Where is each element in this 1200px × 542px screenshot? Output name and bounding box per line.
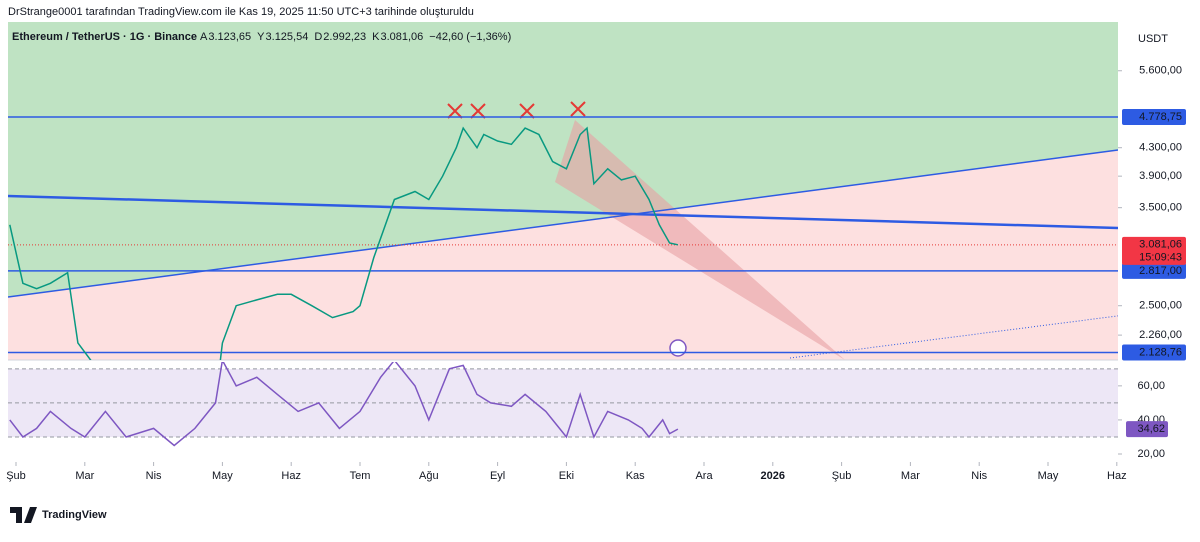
change: −42,60 (−1,36%) (429, 31, 511, 43)
x-marks (447, 101, 586, 119)
rsi-last-box (1126, 421, 1168, 438)
header-text: DrStrange0001 tarafından TradingView.com… (8, 6, 474, 18)
x-tick-label: Nis (146, 470, 162, 482)
wedge (555, 120, 845, 360)
ohlc-key: K (372, 31, 380, 43)
ohlc-value: 2.992,23 (323, 31, 366, 43)
ohlc-key: D (314, 31, 322, 43)
logo-text: TradingView (42, 509, 107, 521)
y-tick-label: 4.300,00 (1139, 142, 1182, 154)
y-tick-label: 3.500,00 (1139, 202, 1182, 214)
level-label: 4.778,75 (1139, 111, 1182, 123)
x-tick-label: May (1038, 470, 1059, 482)
x-tick-label: Mar (901, 470, 920, 482)
price-plot (8, 116, 1118, 360)
event-icon[interactable] (669, 339, 687, 357)
rsi-plot (8, 362, 1118, 447)
x-tick-label: Ağu (419, 470, 439, 482)
level-label: 2.817,00 (1139, 265, 1182, 277)
last-price-box (1122, 236, 1186, 265)
last-price-label: 3.081,06 (1139, 239, 1182, 251)
x-tick-label: Mar (75, 470, 94, 482)
y-tick-label: 2.500,00 (1139, 300, 1182, 312)
x-tick-label: Şub (6, 470, 26, 482)
ohlc-value: 3.081,06 (380, 31, 423, 43)
tv-logo: TradingView (10, 507, 107, 523)
ohlc-value: 3.123,65 (208, 31, 251, 43)
x-tick-label: May (212, 470, 233, 482)
countdown: 15:09:43 (1139, 252, 1182, 264)
level-label: 2.128,76 (1139, 346, 1182, 358)
ohlc-key: A (200, 31, 208, 43)
y-tick-label: 2.260,00 (1139, 329, 1182, 341)
symbol-title: Ethereum / TetherUS · 1G · Binance (12, 31, 197, 43)
x-tick-label: Nis (971, 470, 987, 482)
y-tick-label: 20,00 (1137, 448, 1165, 460)
series-line (9, 362, 679, 447)
x-tick-label: Eki (559, 470, 574, 482)
x-tick-label: Tem (350, 470, 371, 482)
level-box (1122, 344, 1186, 361)
x-tick-label: Ara (695, 470, 713, 482)
x-tick-label: Haz (281, 470, 301, 482)
series-line (9, 126, 679, 360)
x-tick-label: Haz (1107, 470, 1127, 482)
y-tick-label: 60,00 (1137, 380, 1165, 392)
ohlc-value: 3.125,54 (266, 31, 309, 43)
dotted-line (789, 315, 1118, 359)
level-box (1122, 108, 1186, 125)
y-tick-label: 5.600,00 (1139, 65, 1182, 77)
x-tick-label: Eyl (490, 470, 505, 482)
currency: USDT (1138, 33, 1168, 45)
price-background (8, 22, 1118, 360)
ohlc-key: Y (257, 31, 265, 43)
x-tick-label: Şub (832, 470, 852, 482)
x-tick-label: Kas (626, 470, 645, 482)
rsi-last-label: 34,62 (1137, 423, 1165, 435)
trend-up (8, 149, 1118, 298)
trend-down (8, 194, 1118, 230)
level-box (1122, 262, 1186, 279)
y-tick-label: 3.900,00 (1139, 170, 1182, 182)
x-tick-label: 2026 (761, 470, 785, 482)
